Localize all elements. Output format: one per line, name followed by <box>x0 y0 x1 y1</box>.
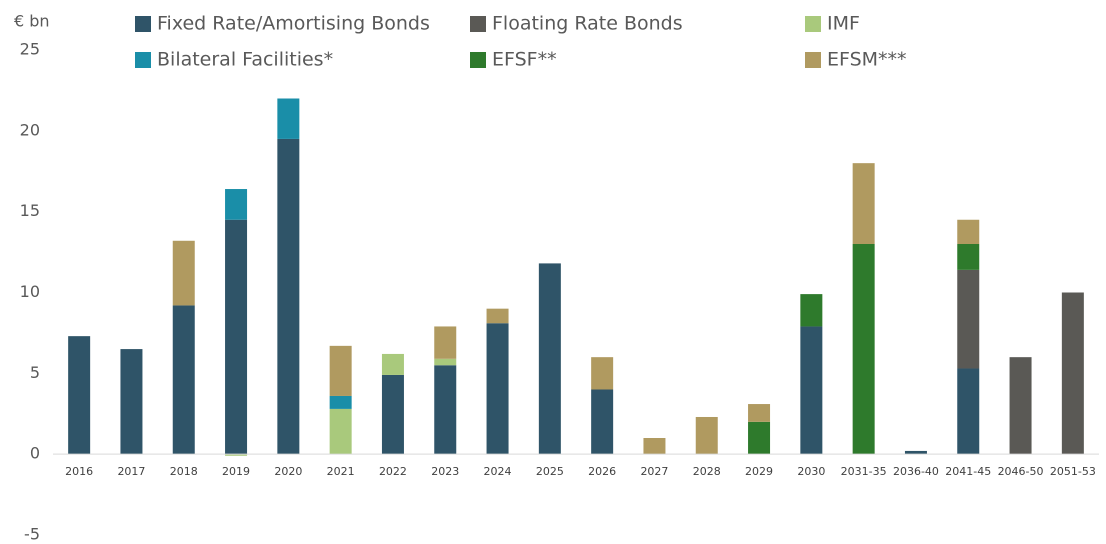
bar-segment <box>538 263 561 455</box>
y-unit-label: € bn <box>14 12 50 31</box>
x-tick-label: 2036-40 <box>893 465 939 478</box>
bar-segment <box>904 450 927 455</box>
x-tick-label: 2025 <box>536 465 564 478</box>
y-tick-label: 10 <box>20 282 40 301</box>
legend-label: Bilateral Facilities* <box>157 49 333 71</box>
legend-label: Fixed Rate/Amortising Bonds <box>157 13 430 35</box>
x-tick-label: 2027 <box>640 465 668 478</box>
x-tick-label: 2021 <box>327 465 355 478</box>
bar-segment <box>957 244 980 270</box>
x-tick-label: 2031-35 <box>841 465 887 478</box>
bar-segment <box>225 219 248 455</box>
bar-segment <box>643 438 666 455</box>
legend-label: IMF <box>827 13 860 35</box>
legend-label: EFSM*** <box>827 49 907 71</box>
x-tick-label: 2041-45 <box>945 465 991 478</box>
bar-segment <box>1009 357 1032 455</box>
x-tick-label: 2030 <box>797 465 825 478</box>
legend-swatch <box>805 52 821 68</box>
bar-segment <box>1061 292 1084 455</box>
bar-segment <box>957 368 980 455</box>
x-tick-label: 2018 <box>170 465 198 478</box>
y-tick-label: 0 <box>30 444 40 463</box>
x-tick-label: 2022 <box>379 465 407 478</box>
bar-segment <box>591 357 614 390</box>
x-tick-label: 2051-53 <box>1050 465 1096 478</box>
x-tick-label: 2028 <box>693 465 721 478</box>
bar-segment <box>434 358 457 366</box>
bar-segment <box>800 326 823 455</box>
bar-segment <box>277 138 300 455</box>
bar-segment <box>748 421 771 455</box>
x-tick-label: 2029 <box>745 465 773 478</box>
bar-segment <box>957 219 980 244</box>
y-tick-label: 5 <box>30 363 40 382</box>
bar-segment <box>434 326 457 359</box>
bar-segment <box>591 389 614 455</box>
bar-segment <box>120 349 143 455</box>
x-tick-label: 2023 <box>431 465 459 478</box>
bar-segment <box>957 269 980 369</box>
bar-segment <box>381 353 404 375</box>
legend-label: Floating Rate Bonds <box>492 13 683 35</box>
bar-segment <box>381 374 404 455</box>
legend-swatch <box>470 16 486 32</box>
bar-segment <box>800 294 823 327</box>
y-tick-label: 20 <box>20 120 40 139</box>
y-tick-label: -5 <box>24 525 40 544</box>
bar-segment <box>329 395 352 409</box>
x-tick-label: 2046-50 <box>998 465 1044 478</box>
bar-segment <box>852 163 875 244</box>
bar-segment <box>225 454 248 456</box>
bar-segment <box>486 323 509 455</box>
bar-segment <box>852 244 875 455</box>
bar-segment <box>172 305 195 455</box>
legend-swatch <box>135 16 151 32</box>
bar-segment <box>329 345 352 396</box>
bar-segment <box>695 416 718 455</box>
bar-segment <box>434 365 457 455</box>
x-tick-label: 2020 <box>274 465 302 478</box>
legend-swatch <box>470 52 486 68</box>
bar-segment <box>225 189 248 220</box>
y-tick-label: 25 <box>20 40 40 59</box>
y-tick-label: 15 <box>20 201 40 220</box>
x-tick-label: 2024 <box>484 465 512 478</box>
bar-segment <box>748 404 771 422</box>
bar-segment <box>277 98 300 139</box>
bar-segment <box>329 408 352 455</box>
x-tick-label: 2016 <box>65 465 93 478</box>
legend-swatch <box>135 52 151 68</box>
legend-label: EFSF** <box>492 49 557 71</box>
bar-segment <box>172 240 195 306</box>
x-tick-label: 2019 <box>222 465 250 478</box>
legend-swatch <box>805 16 821 32</box>
x-tick-label: 2017 <box>117 465 145 478</box>
bar-segment <box>486 308 509 324</box>
bar-segment <box>68 336 91 455</box>
x-tick-label: 2026 <box>588 465 616 478</box>
